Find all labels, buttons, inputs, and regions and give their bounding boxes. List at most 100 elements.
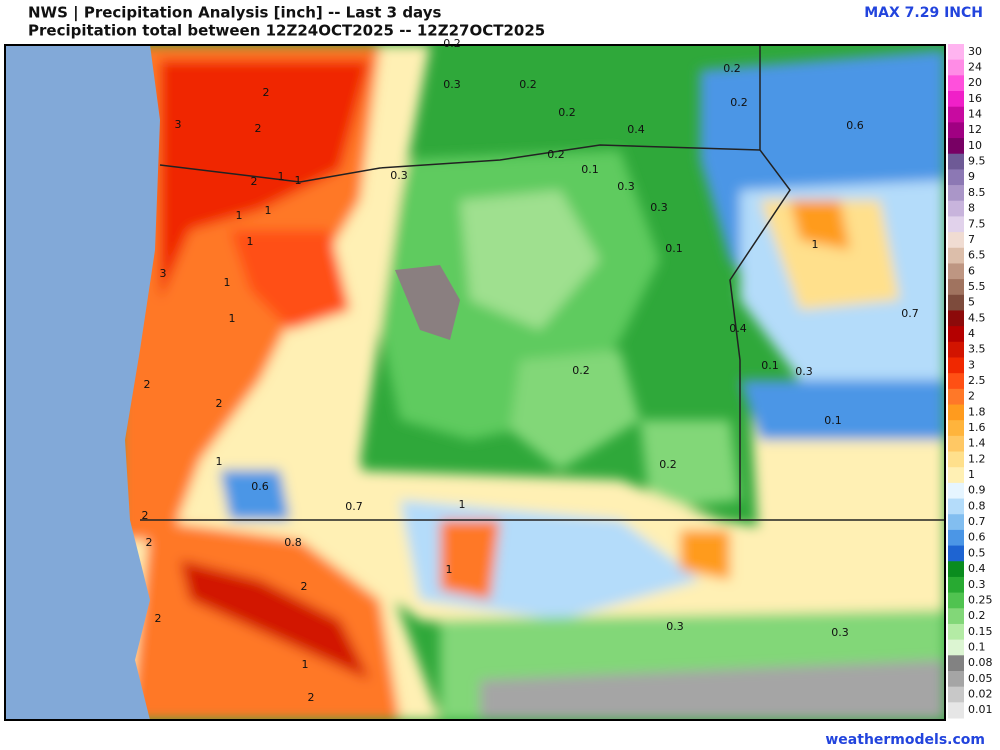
map-label: 1 bbox=[224, 276, 231, 289]
map-label: 0.1 bbox=[761, 359, 779, 372]
footer-site: weathermodels.com bbox=[825, 732, 985, 748]
colorbar: 302420161412109.598.587.576.565.554.543.… bbox=[948, 44, 993, 719]
subtitle: Precipitation total between 12Z24OCT2025… bbox=[28, 22, 545, 40]
colorbar-swatch bbox=[948, 216, 964, 233]
map-label: 1 bbox=[446, 563, 453, 576]
colorbar-swatch bbox=[948, 388, 964, 406]
colorbar-label: 0.08 bbox=[968, 656, 993, 669]
colorbar-label: 0.9 bbox=[968, 484, 986, 497]
map-label: 0.4 bbox=[729, 322, 747, 335]
colorbar-label: 0.5 bbox=[968, 546, 986, 559]
map-label: 1 bbox=[236, 209, 243, 222]
colorbar-swatch bbox=[948, 702, 964, 719]
colorbar-label: 0.02 bbox=[968, 687, 993, 700]
colorbar-swatch bbox=[948, 44, 964, 61]
colorbar-label: 0.4 bbox=[968, 562, 986, 575]
colorbar-label: 0.01 bbox=[968, 703, 993, 716]
colorbar-label: 8.5 bbox=[968, 186, 986, 199]
colorbar-swatch bbox=[948, 404, 964, 421]
map-label: 0.2 bbox=[547, 148, 565, 161]
map-label: 2 bbox=[144, 378, 151, 391]
colorbar-label: 6.5 bbox=[968, 249, 986, 262]
title: NWS | Precipitation Analysis [inch] -- L… bbox=[28, 4, 441, 23]
colorbar-label: 1.4 bbox=[968, 437, 986, 450]
colorbar-swatch bbox=[948, 106, 964, 123]
colorbar-label: 9.5 bbox=[968, 155, 986, 168]
colorbar-label: 7 bbox=[968, 233, 975, 246]
colorbar-label: 24 bbox=[968, 61, 982, 74]
colorbar-label: 3.5 bbox=[968, 343, 986, 356]
map-labels: 0.20.3 0.20.20.20.20.4 0.623 20.20.10.32 1 1 0… bbox=[142, 37, 919, 704]
map-label: 2 bbox=[308, 691, 315, 704]
map-label: 1 bbox=[459, 498, 466, 511]
colorbar-swatch bbox=[948, 592, 964, 609]
map-label: 0.3 bbox=[390, 169, 408, 182]
map-label: 1 bbox=[265, 204, 272, 217]
map-label: 3 bbox=[160, 267, 167, 280]
colorbar-swatch bbox=[948, 451, 964, 468]
colorbar-label: 9 bbox=[968, 170, 975, 183]
map-label: 2 bbox=[155, 612, 162, 625]
colorbar-swatch bbox=[948, 310, 964, 327]
colorbar-swatch bbox=[948, 185, 964, 202]
map-label: 0.1 bbox=[824, 414, 842, 427]
map-label: 3 bbox=[175, 118, 182, 131]
colorbar-label: 1.8 bbox=[968, 405, 986, 418]
colorbar-label: 1.2 bbox=[968, 452, 986, 465]
colorbar-swatch bbox=[948, 420, 964, 437]
colorbar-label: 0.15 bbox=[968, 625, 993, 638]
colorbar-swatch bbox=[948, 467, 964, 484]
map-label: 2 bbox=[216, 397, 223, 410]
colorbar-swatch bbox=[948, 482, 964, 500]
colorbar-swatch bbox=[948, 514, 964, 531]
colorbar-swatch bbox=[948, 357, 964, 374]
map-label: 0.3 bbox=[831, 626, 849, 639]
colorbar-label: 0.8 bbox=[968, 499, 986, 512]
map-label: 0.1 bbox=[581, 163, 599, 176]
colorbar-swatch bbox=[948, 435, 964, 453]
dry-area bbox=[395, 265, 460, 340]
colorbar-swatch bbox=[948, 59, 964, 76]
colorbar-swatch bbox=[948, 670, 964, 688]
colorbar-label: 3 bbox=[968, 358, 975, 371]
colorbar-swatch bbox=[948, 263, 964, 280]
map-label: 1 bbox=[295, 174, 302, 187]
map-label: 0.6 bbox=[846, 119, 864, 132]
colorbar-label: 0.1 bbox=[968, 640, 986, 653]
colorbar-label: 4.5 bbox=[968, 311, 986, 324]
map-label: 0.7 bbox=[345, 500, 363, 513]
colorbar-swatch bbox=[948, 341, 964, 358]
borders bbox=[140, 45, 945, 521]
colorbar-label: 30 bbox=[968, 45, 982, 58]
colorbar-swatch bbox=[948, 294, 964, 311]
map-label: 2 bbox=[301, 580, 308, 593]
colorbar-swatch bbox=[948, 608, 964, 625]
colorbar-label: 0.6 bbox=[968, 531, 986, 544]
precip-field bbox=[120, 45, 945, 720]
colorbar-label: 0.05 bbox=[968, 672, 993, 685]
colorbar-swatch bbox=[948, 655, 964, 672]
colorbar-label: 0.25 bbox=[968, 593, 993, 606]
colorbar-label: 7.5 bbox=[968, 217, 986, 230]
precip-map bbox=[5, 45, 945, 720]
colorbar-label: 5 bbox=[968, 296, 975, 309]
map-label: 2 bbox=[142, 509, 149, 522]
colorbar-label: 6 bbox=[968, 264, 975, 277]
map-label: 0.3 bbox=[666, 620, 684, 633]
map-label: 1 bbox=[216, 455, 223, 468]
colorbar-swatch bbox=[948, 122, 964, 139]
map-label: 0.2 bbox=[519, 78, 537, 91]
map-label: 0.2 bbox=[730, 96, 748, 109]
map-label: 0.3 bbox=[443, 78, 461, 91]
colorbar-label: 14 bbox=[968, 108, 982, 121]
colorbar-swatch bbox=[948, 498, 964, 515]
colorbar-swatch bbox=[948, 623, 964, 641]
colorbar-swatch bbox=[948, 232, 964, 249]
map-label: 0.2 bbox=[558, 106, 576, 119]
max-label: MAX 7.29 INCH bbox=[864, 5, 983, 21]
colorbar-label: 10 bbox=[968, 139, 982, 152]
colorbar-swatch bbox=[948, 200, 964, 217]
colorbar-label: 2 bbox=[968, 390, 975, 403]
colorbar-swatch bbox=[948, 153, 964, 170]
